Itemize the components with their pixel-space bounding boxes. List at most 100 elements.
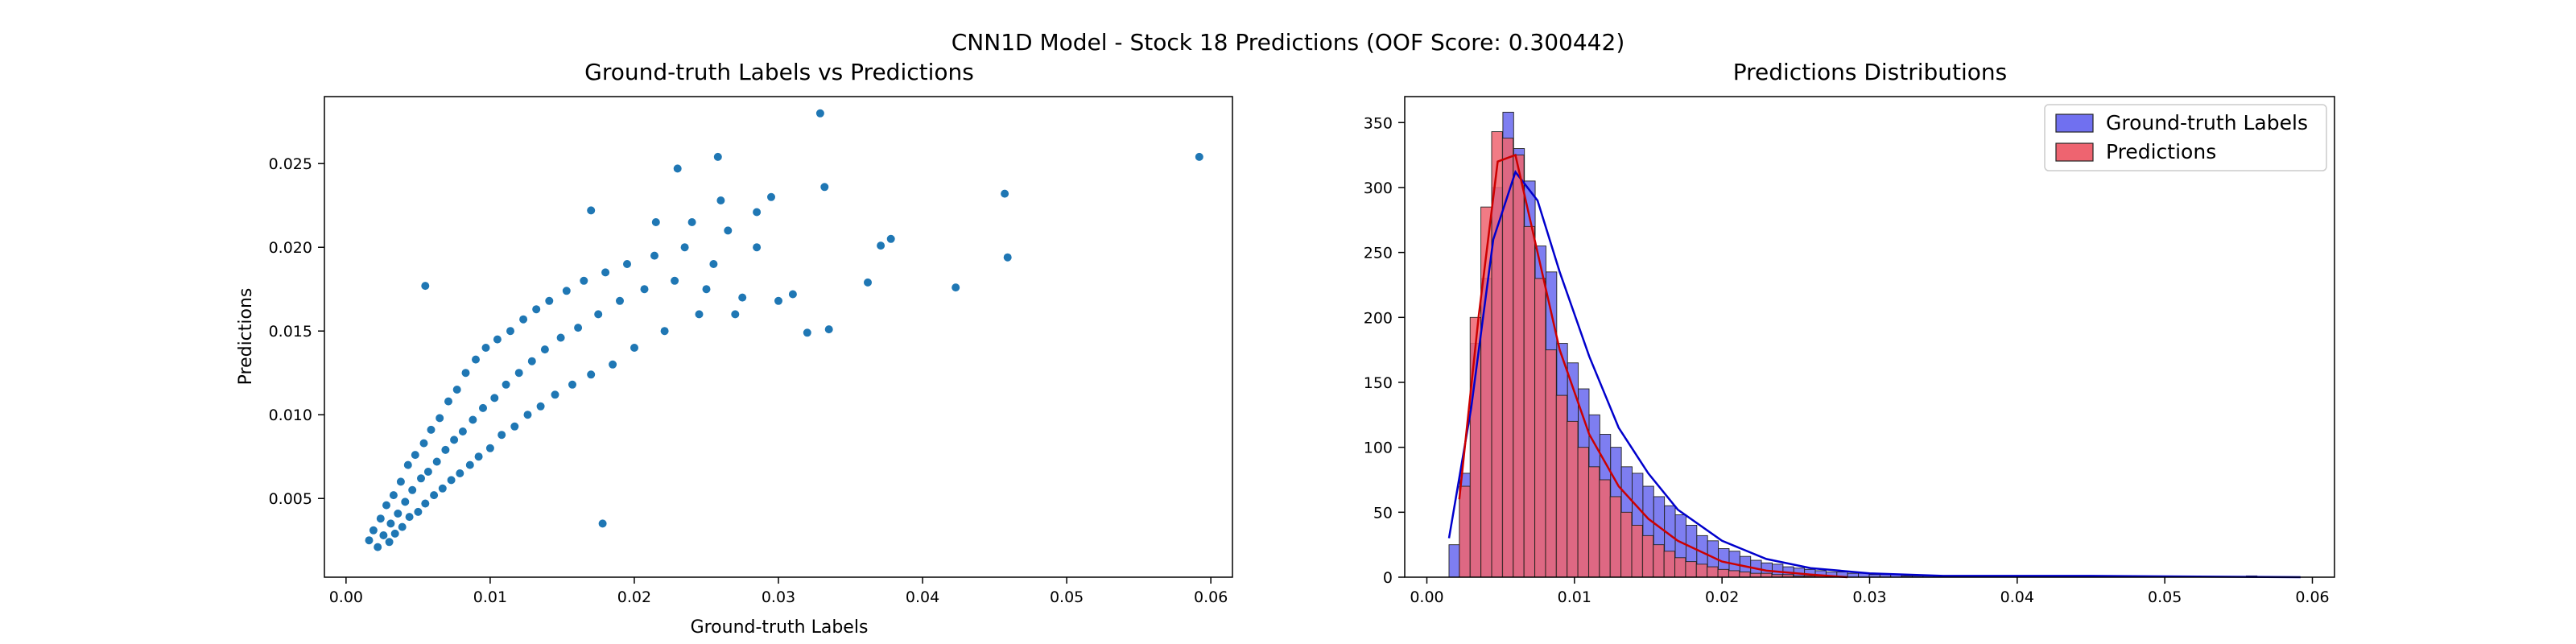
- scatter-point: [446, 475, 456, 485]
- scatter-point: [514, 368, 524, 378]
- scatter-y-ticks: 0.005 0.010 0.015 0.020 0.025: [269, 155, 324, 508]
- scatter-point: [402, 460, 413, 470]
- scatter-point: [440, 444, 451, 455]
- scatter-point: [615, 295, 625, 306]
- scatter-point: [694, 309, 704, 320]
- histogram-bar: [1545, 349, 1557, 578]
- scatter-point: [373, 542, 383, 552]
- scatter-point: [815, 108, 825, 118]
- histogram-y-tick-label: 200: [1364, 309, 1393, 327]
- histogram-x-tick-label: 0.02: [1705, 588, 1739, 606]
- scatter-point: [630, 343, 639, 353]
- scatter-point: [573, 323, 584, 333]
- scatter-point: [752, 242, 762, 253]
- legend-frame: [2044, 104, 2327, 171]
- scatter-x-axis-label: Ground-truth Labels: [691, 617, 869, 638]
- scatter-point: [485, 443, 495, 453]
- scatter-point: [364, 535, 374, 546]
- scatter-point: [1194, 151, 1204, 162]
- scatter-x-tick-label: 0.01: [473, 588, 507, 606]
- scatter-point: [455, 469, 465, 478]
- scatter-point: [639, 284, 650, 295]
- scatter-point: [672, 163, 683, 174]
- scatter-point: [568, 379, 577, 390]
- histogram-bar: [1653, 544, 1665, 578]
- scatter-point: [464, 460, 475, 470]
- scatter-point: [518, 314, 529, 324]
- scatter-points: [364, 108, 1204, 552]
- scatter-point: [650, 250, 659, 261]
- histogram-x-ticks: 0.00 0.01 0.02 0.03 0.04 0.05 0.06: [1410, 577, 2330, 606]
- histogram-bar: [1707, 566, 1719, 578]
- scatter-point: [522, 410, 533, 420]
- histogram-bar: [1609, 496, 1622, 578]
- scatter-point: [586, 205, 597, 216]
- scatter-point: [802, 328, 812, 338]
- scatter-point: [397, 522, 407, 532]
- histogram-x-tick-label: 0.04: [2000, 588, 2034, 606]
- scatter-point: [510, 421, 520, 431]
- scatter-point: [492, 334, 502, 345]
- scatter-point: [420, 498, 431, 509]
- scatter-point: [737, 292, 748, 303]
- scatter-point: [723, 225, 733, 236]
- histogram-bar: [1717, 568, 1729, 578]
- scatter-point: [787, 289, 798, 299]
- scatter-point: [701, 284, 712, 295]
- scatter-point: [550, 390, 560, 400]
- scatter-point: [951, 283, 961, 293]
- histogram-y-tick-label: 300: [1364, 180, 1393, 197]
- scatter-point: [544, 295, 555, 306]
- scatter-point: [386, 518, 396, 529]
- scatter-y-tick-label: 0.015: [269, 323, 312, 341]
- histogram-bar: [1567, 420, 1579, 578]
- scatter-point: [444, 396, 453, 407]
- scatter-plot-frame: [324, 96, 1233, 578]
- scatter-point: [506, 326, 515, 336]
- histogram-y-tick-label: 250: [1364, 245, 1393, 262]
- legend: Ground-truth Labels Predictions: [2044, 104, 2327, 171]
- scatter-point: [457, 427, 468, 436]
- histogram-bar: [1448, 544, 1460, 578]
- scatter-point: [426, 424, 436, 435]
- scatter-point: [597, 518, 608, 529]
- scatter-point: [1002, 252, 1013, 262]
- scatter-point: [876, 241, 886, 251]
- scatter-y-tick-label: 0.020: [269, 239, 312, 257]
- histogram-bar: [1587, 466, 1600, 578]
- histogram-x-tick-label: 0.00: [1410, 588, 1443, 606]
- scatter-point: [384, 537, 394, 547]
- scatter-point: [531, 304, 542, 315]
- scatter-point: [535, 401, 546, 411]
- scatter-point: [390, 528, 400, 539]
- scatter-point: [388, 490, 398, 501]
- scatter-point: [1000, 188, 1010, 199]
- scatter-point: [431, 456, 442, 467]
- scatter-point: [601, 267, 611, 278]
- scatter-point: [708, 259, 719, 269]
- scatter-x-tick-label: 0.00: [329, 588, 363, 606]
- scatter-point: [429, 490, 440, 501]
- scatter-point: [395, 477, 406, 487]
- histogram-y-tick-label: 100: [1364, 440, 1393, 457]
- scatter-y-tick-label: 0.010: [269, 407, 312, 424]
- scatter-point: [416, 473, 426, 484]
- histogram-bar: [1513, 155, 1525, 578]
- scatter-point: [449, 435, 460, 445]
- histogram-bar: [1469, 316, 1482, 578]
- scatter-point: [437, 483, 448, 493]
- histogram-y-tick-label: 150: [1364, 374, 1393, 392]
- scatter-point: [586, 369, 597, 380]
- scatter-x-tick-label: 0.06: [1194, 588, 1228, 606]
- scatter-point: [468, 415, 478, 425]
- histogram-title: Predictions Distributions: [1733, 59, 2008, 85]
- scatter-point: [819, 182, 830, 192]
- histogram-x-tick-label: 0.01: [1558, 588, 1591, 606]
- scatter-point: [670, 275, 680, 286]
- scatter-point: [863, 277, 873, 287]
- scatter-point: [400, 497, 411, 507]
- legend-swatch-predictions: [2055, 142, 2094, 162]
- histogram-bar: [1674, 557, 1686, 578]
- scatter-point: [481, 343, 491, 353]
